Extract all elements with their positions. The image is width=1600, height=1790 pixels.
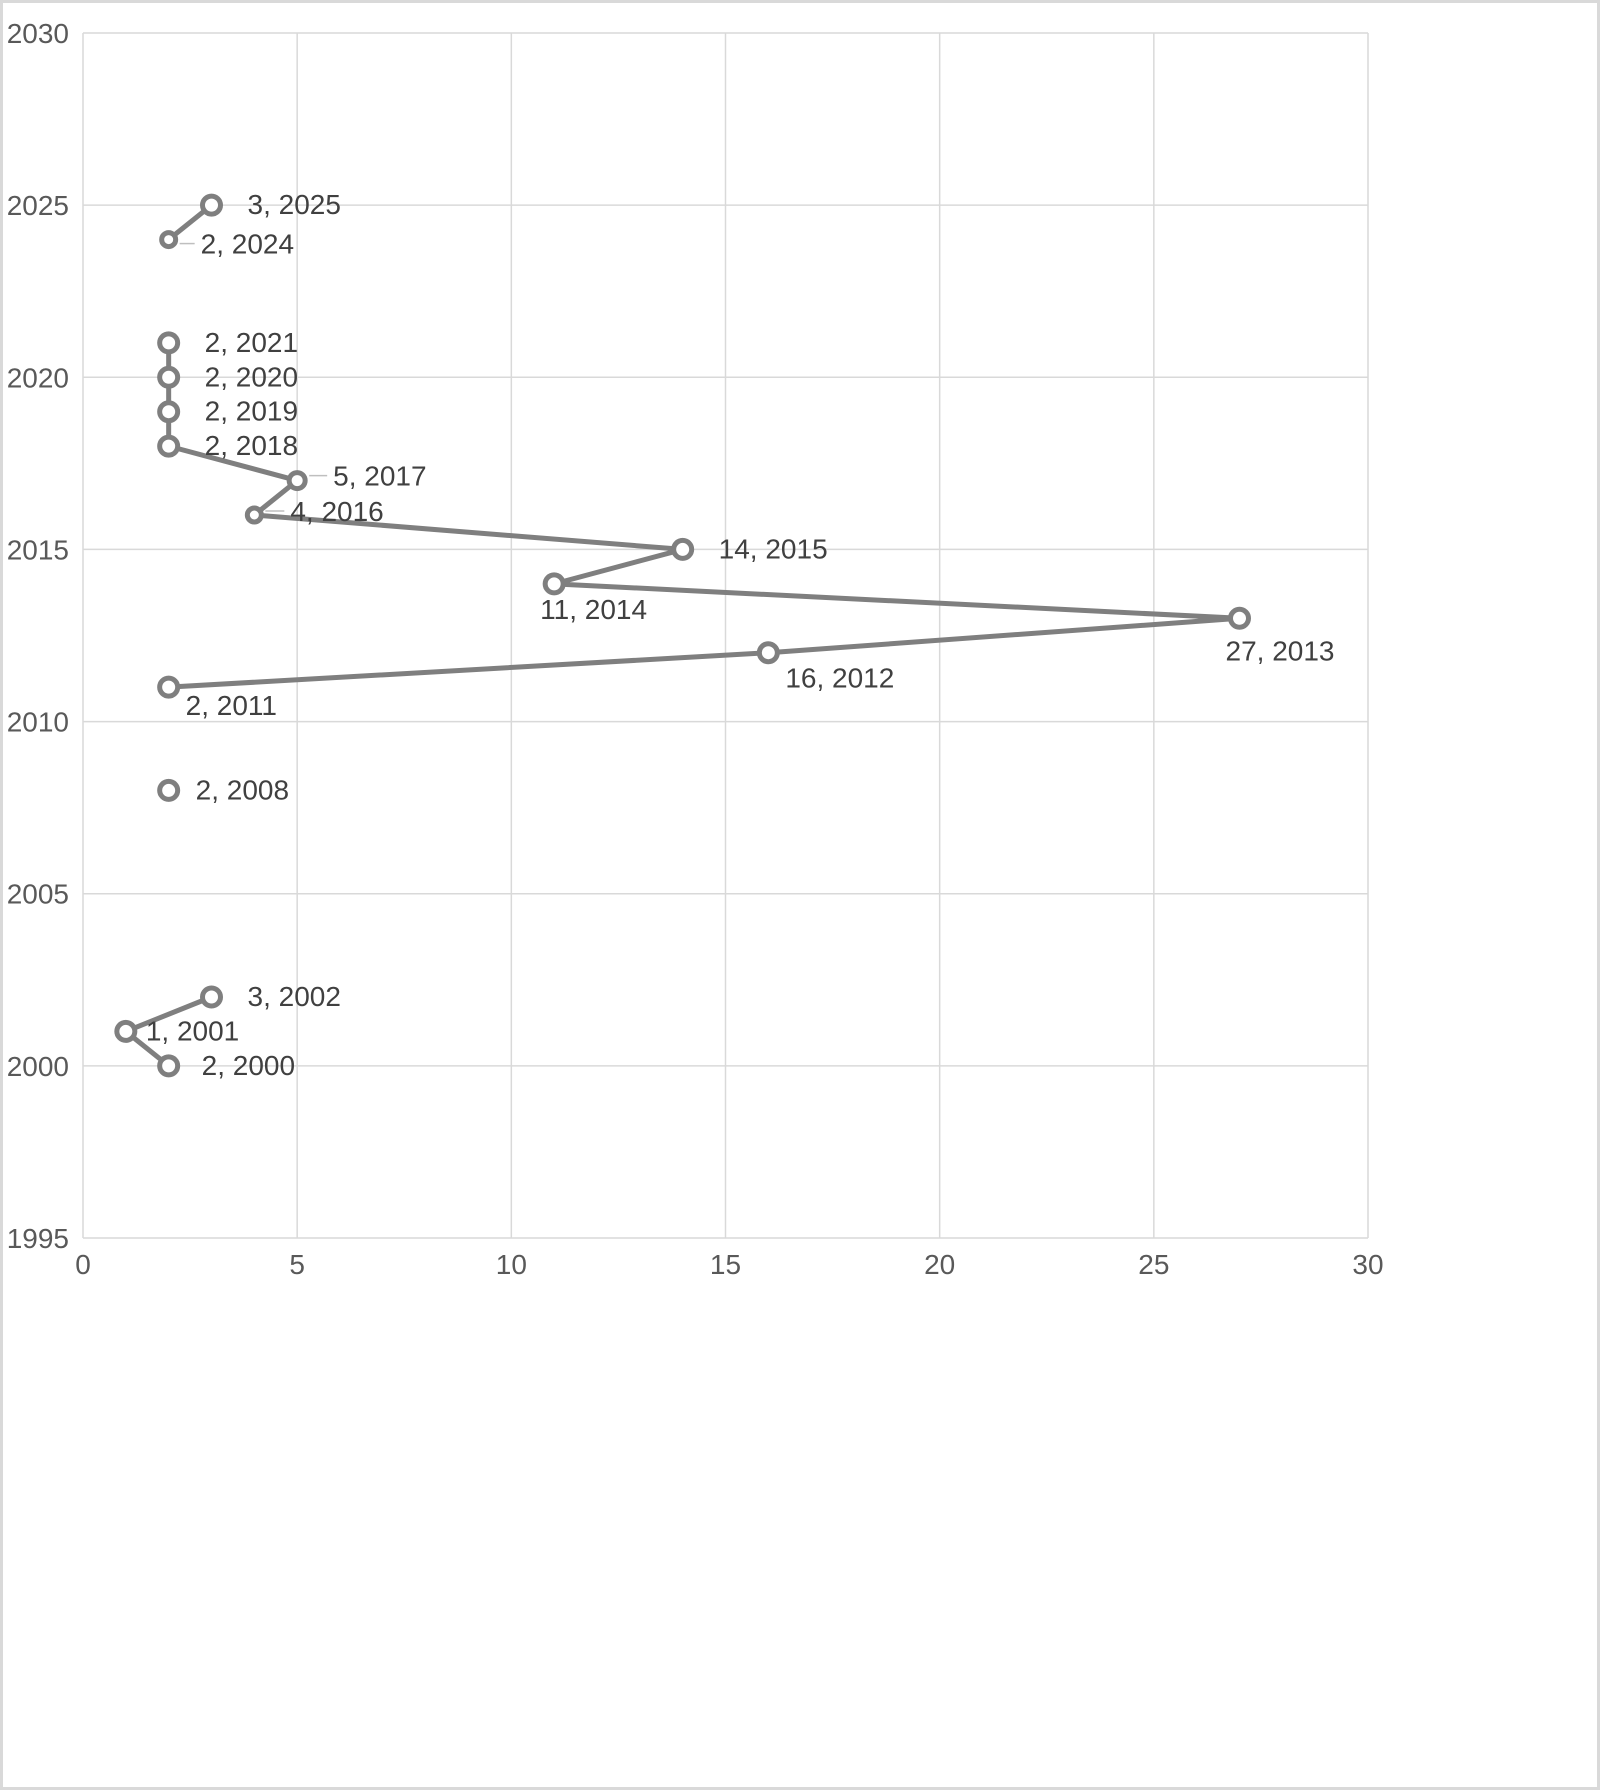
data-point-marker — [157, 365, 181, 389]
data-point-marker — [157, 1054, 181, 1078]
data-point-marker — [157, 400, 181, 424]
data-point-marker — [542, 572, 566, 596]
y-axis-tick-label: 2005 — [7, 879, 69, 910]
y-axis-tick-label: 2015 — [7, 534, 69, 565]
data-point-marker — [244, 505, 264, 525]
data-point-marker — [157, 778, 181, 802]
data-point-label: 2, 2024 — [201, 229, 294, 260]
data-point-marker — [157, 331, 181, 355]
data-point-marker — [756, 641, 780, 665]
data-point-label: 14, 2015 — [719, 533, 828, 564]
data-point-marker — [157, 434, 181, 458]
y-axis-tick-label: 2025 — [7, 190, 69, 221]
x-axis-tick-label: 0 — [75, 1249, 91, 1280]
x-axis-tick-label: 20 — [924, 1249, 955, 1280]
data-point-label: 2, 2008 — [196, 774, 289, 805]
data-point-marker — [1228, 606, 1251, 630]
data-point-label: 11, 2014 — [540, 594, 647, 625]
data-point-label: 1, 2001 — [146, 1015, 239, 1046]
data-point-marker — [157, 675, 181, 699]
x-axis-tick-label: 15 — [710, 1249, 741, 1280]
data-point-marker — [200, 193, 223, 217]
data-point-label: 2, 2000 — [202, 1050, 295, 1081]
data-point-label: 27, 2013 — [1226, 635, 1335, 666]
data-point-marker — [159, 230, 179, 250]
y-axis-tick-label: 1995 — [7, 1223, 69, 1254]
data-point-marker — [114, 1019, 138, 1043]
data-point-label: 2, 2020 — [205, 361, 298, 392]
data-point-label: 16, 2012 — [785, 663, 894, 694]
y-axis-tick-label: 2030 — [7, 18, 69, 49]
x-axis-tick-label: 30 — [1352, 1249, 1383, 1280]
x-axis-tick-label: 10 — [496, 1249, 527, 1280]
data-point-label: 2, 2011 — [186, 690, 277, 721]
scatter-line-chart: 1995 2000 2005 2010 2015 2020 2025 2030 0 5 10 15 20… — [3, 3, 1597, 1303]
data-point-label: 3, 2025 — [248, 189, 341, 220]
data-point-marker — [671, 537, 695, 561]
data-point-label: 2, 2019 — [205, 396, 298, 427]
data-point-label: 2, 2018 — [205, 430, 298, 461]
data-point-label: 5, 2017 — [333, 461, 426, 492]
data-point-label: 2, 2021 — [205, 327, 298, 358]
data-point-label: 3, 2002 — [248, 981, 341, 1012]
data-point-marker — [200, 985, 223, 1009]
x-axis-tick-label: 5 — [289, 1249, 305, 1280]
x-axis-tick-label: 25 — [1138, 1249, 1169, 1280]
y-axis-tick-label: 2000 — [7, 1051, 69, 1082]
data-point-label: 4, 2016 — [290, 496, 383, 527]
y-axis-tick-label: 2010 — [7, 707, 69, 738]
data-point-marker — [286, 470, 308, 492]
y-axis-tick-label: 2020 — [7, 362, 69, 393]
